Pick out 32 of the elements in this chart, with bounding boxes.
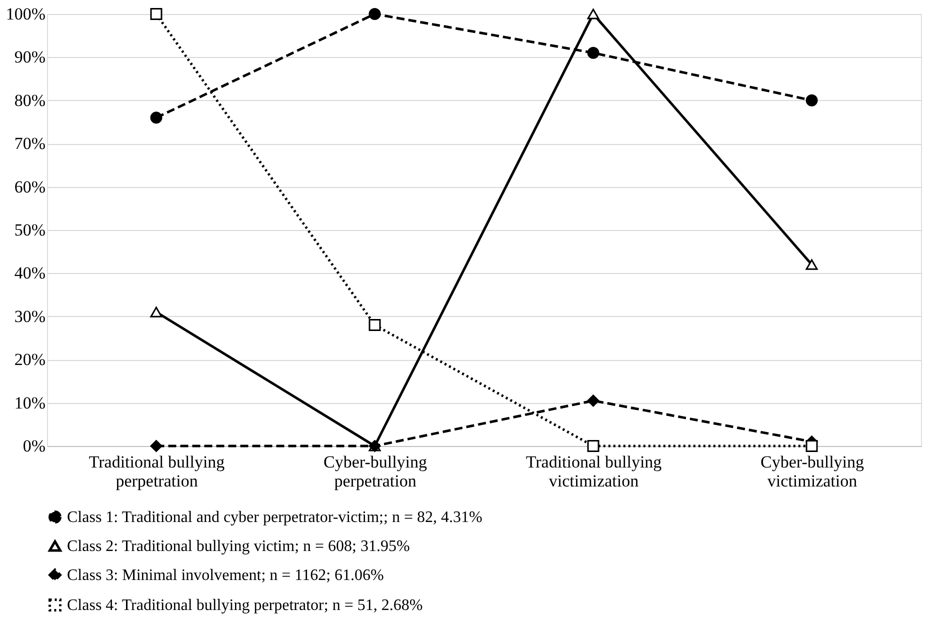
point bbox=[368, 319, 381, 332]
legend-label: Class 2: Traditional bullying victim; n = 608; 31.95% bbox=[67, 538, 410, 555]
x-tick-label: Traditional bullying perpetration bbox=[88, 452, 226, 490]
point bbox=[587, 8, 600, 20]
y-tick-label: 10% bbox=[14, 393, 46, 412]
point bbox=[806, 259, 818, 270]
point bbox=[150, 8, 162, 20]
x-tick-label: Cyber-bullying perpetration bbox=[323, 452, 428, 490]
point bbox=[587, 394, 600, 407]
y-tick-label: 20% bbox=[14, 350, 46, 370]
x-tick-label: Traditional bullying victimization bbox=[526, 452, 662, 490]
x-tick-label: Cyber-bullying victimization bbox=[760, 452, 865, 490]
point bbox=[368, 8, 381, 20]
y-tick-label: 40% bbox=[14, 264, 46, 283]
point bbox=[150, 306, 162, 318]
y-tick-label: 60% bbox=[14, 177, 46, 196]
point bbox=[587, 440, 600, 452]
legend-label: Class 3: Minimal involvement; n = 1162; 61.06% bbox=[67, 567, 384, 584]
point bbox=[150, 440, 162, 452]
y-tick-label: 50% bbox=[14, 220, 46, 240]
point bbox=[806, 94, 818, 106]
point bbox=[806, 440, 818, 452]
y-tick-label: 80% bbox=[14, 90, 46, 110]
point bbox=[150, 112, 162, 124]
y-tick-label: 30% bbox=[14, 306, 46, 326]
point bbox=[587, 46, 600, 59]
y-tick-label: 0% bbox=[22, 436, 46, 456]
legend-label: Class 1: Traditional and cyber perpetrator-victim;; n = 82, 4.31% bbox=[67, 509, 482, 526]
legend-label: Class 4: Traditional bullying perpetrator; n = 51, 2.68% bbox=[67, 597, 423, 614]
y-tick-label: 90% bbox=[14, 48, 46, 67]
y-tick-label: 100% bbox=[6, 4, 46, 24]
y-tick-label: 70% bbox=[14, 134, 46, 154]
